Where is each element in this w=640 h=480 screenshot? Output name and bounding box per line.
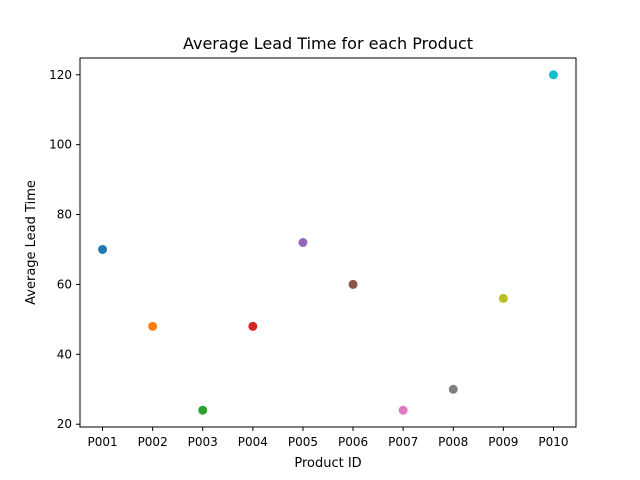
x-tick-label: P006 <box>338 435 368 449</box>
data-point-p005 <box>298 238 308 247</box>
data-point-p002 <box>148 321 158 331</box>
chart-title: Average Lead Time for each Product <box>183 34 473 53</box>
axes-frame <box>79 57 577 428</box>
x-tick-label: P009 <box>488 435 518 449</box>
data-point-p008 <box>448 384 458 394</box>
x-tick-label: P004 <box>238 435 268 449</box>
x-tick-label: P007 <box>388 435 418 449</box>
data-point-p010 <box>548 70 558 80</box>
data-point-p003 <box>198 405 208 415</box>
y-tick-label: 120 <box>49 68 72 82</box>
data-point-p004 <box>248 321 258 331</box>
x-tick-label: P003 <box>188 435 218 449</box>
y-tick-label: 80 <box>57 208 72 222</box>
y-tick-label: 100 <box>49 138 72 152</box>
y-tick-label: 60 <box>57 277 72 291</box>
y-tick-label: 20 <box>57 417 72 431</box>
x-axis-label: Product ID <box>294 456 361 471</box>
data-point-p001 <box>98 244 108 254</box>
data-point-p006 <box>348 279 358 289</box>
data-point-p009 <box>498 293 508 303</box>
plot-area: P001 P002 P003 P004 P005 P006 P007 P008 P009 P010… <box>49 68 568 449</box>
y-axis-label: Average Lead Time <box>24 180 39 305</box>
x-tick-label: P001 <box>87 435 117 449</box>
x-tick-label: P002 <box>138 435 168 449</box>
y-tick-label: 40 <box>57 347 72 361</box>
x-tick-label: P010 <box>538 435 568 449</box>
x-tick-label: P008 <box>438 435 468 449</box>
data-point-p007 <box>398 405 408 415</box>
x-tick-label: P005 <box>288 435 318 449</box>
